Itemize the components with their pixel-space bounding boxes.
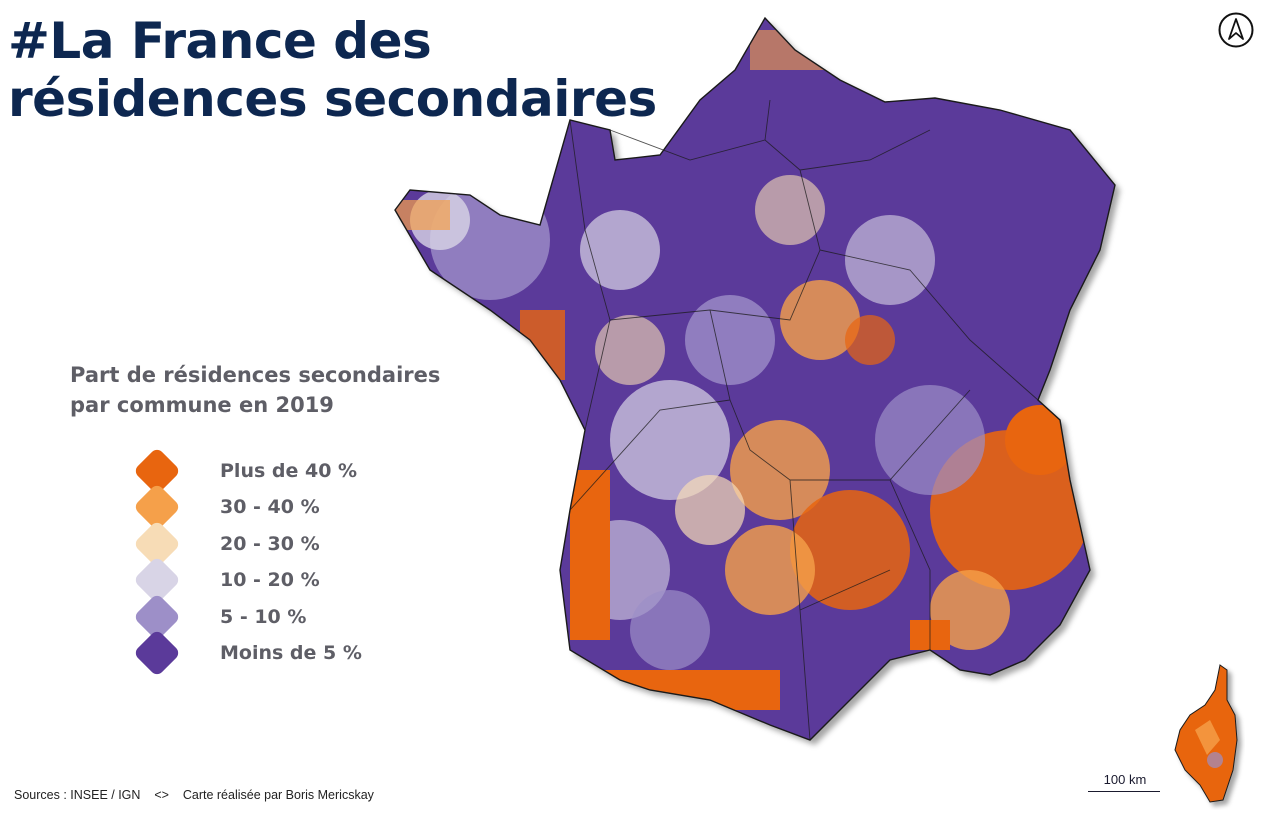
- legend-item-plus-40: Plus de 40 %: [132, 446, 480, 496]
- legend-item-20-30: 20 - 30 %: [132, 519, 480, 569]
- legend-title-line1: Part de résidences secondaires: [70, 363, 441, 387]
- footer-credits: Sources : INSEE / IGN <> Carte réalisée …: [14, 788, 374, 802]
- legend-item-10-20: 10 - 20 %: [132, 555, 480, 605]
- legend-items: Plus de 40 % 30 - 40 % 20 - 30 % 10 - 20…: [70, 446, 490, 688]
- map-title: #La France des résidences secondaires: [8, 12, 657, 128]
- legend-label: 5 - 10 %: [220, 606, 307, 628]
- legend-label: 20 - 30 %: [220, 533, 320, 555]
- legend-label: Plus de 40 %: [220, 460, 358, 482]
- legend: Part de résidences secondaires par commu…: [70, 360, 490, 688]
- separator-text: <>: [154, 788, 169, 802]
- france-map: [370, 10, 1160, 810]
- credit-text: Carte réalisée par Boris Mericskay: [182, 788, 374, 802]
- north-arrow-icon: [1218, 12, 1254, 48]
- legend-item-30-40: 30 - 40 %: [132, 482, 480, 532]
- legend-title-line2: par commune en 2019: [70, 393, 334, 417]
- sources-text: Sources : INSEE / IGN: [14, 788, 141, 802]
- corsica-svg: [1174, 664, 1238, 803]
- legend-label: 10 - 20 %: [220, 569, 320, 591]
- region-borders: [569, 99, 1039, 741]
- legend-item-5-10: 5 - 10 %: [132, 592, 480, 642]
- scale-bar: 100 km: [1088, 772, 1162, 792]
- legend-label: 30 - 40 %: [220, 496, 320, 518]
- france-map-svg: [394, 17, 1116, 741]
- scale-label: 100 km: [1103, 772, 1147, 787]
- corsica-map: [1165, 660, 1245, 810]
- scale-line: [1088, 791, 1160, 792]
- legend-item-moins-5: Moins de 5 %: [132, 628, 480, 678]
- legend-label: Moins de 5 %: [220, 642, 362, 664]
